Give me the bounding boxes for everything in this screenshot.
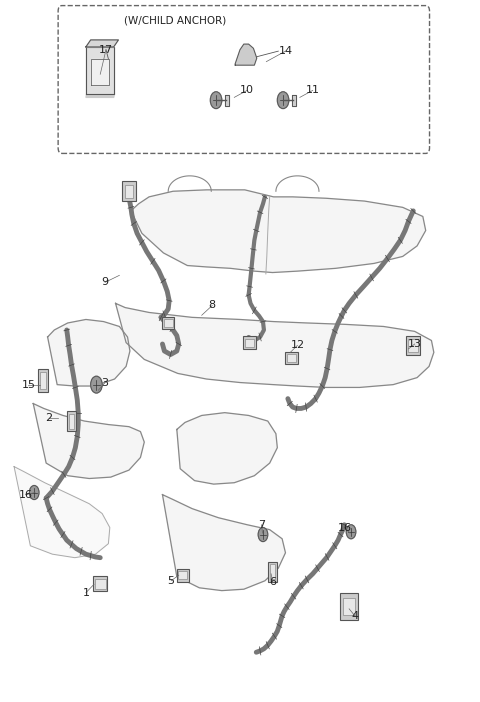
- Polygon shape: [48, 319, 130, 386]
- Bar: [125, 185, 133, 197]
- Polygon shape: [177, 413, 277, 484]
- Text: 11: 11: [306, 86, 320, 95]
- Bar: [406, 336, 420, 355]
- Text: 1: 1: [83, 588, 89, 597]
- Text: (W/CHILD ANCHOR): (W/CHILD ANCHOR): [124, 15, 227, 25]
- Text: 9: 9: [101, 277, 108, 287]
- Polygon shape: [91, 59, 109, 85]
- Bar: [287, 354, 296, 362]
- Polygon shape: [225, 95, 228, 106]
- Polygon shape: [116, 303, 434, 388]
- Bar: [408, 339, 418, 352]
- Text: 16: 16: [19, 489, 33, 500]
- Polygon shape: [33, 404, 144, 479]
- Text: 6: 6: [269, 577, 276, 587]
- Bar: [245, 338, 254, 347]
- Bar: [164, 319, 173, 327]
- Text: 5: 5: [168, 576, 175, 585]
- Circle shape: [91, 376, 102, 393]
- Text: 4: 4: [351, 611, 359, 621]
- Text: 2: 2: [45, 413, 52, 423]
- Text: 17: 17: [99, 45, 113, 55]
- Bar: [67, 411, 76, 431]
- Bar: [178, 571, 187, 579]
- Polygon shape: [86, 40, 119, 47]
- Text: 7: 7: [258, 519, 265, 530]
- Polygon shape: [235, 44, 257, 65]
- Circle shape: [346, 525, 356, 538]
- Bar: [270, 564, 276, 579]
- Bar: [162, 317, 174, 329]
- Polygon shape: [162, 495, 286, 590]
- Bar: [340, 593, 358, 620]
- Bar: [122, 181, 136, 201]
- Bar: [343, 598, 355, 615]
- Circle shape: [29, 486, 39, 500]
- Text: 13: 13: [408, 339, 422, 349]
- Circle shape: [258, 528, 268, 541]
- Circle shape: [277, 92, 289, 109]
- Polygon shape: [131, 190, 426, 272]
- Polygon shape: [86, 47, 114, 94]
- Text: 12: 12: [290, 340, 304, 350]
- Polygon shape: [292, 95, 296, 106]
- Bar: [177, 569, 189, 581]
- Polygon shape: [86, 94, 115, 98]
- Polygon shape: [14, 467, 110, 557]
- Text: 14: 14: [278, 46, 292, 56]
- Text: 16: 16: [337, 522, 351, 533]
- Bar: [38, 369, 48, 392]
- Bar: [40, 372, 46, 389]
- Text: 8: 8: [209, 300, 216, 310]
- Bar: [93, 576, 108, 591]
- Bar: [95, 578, 106, 588]
- Text: 15: 15: [22, 380, 36, 390]
- Bar: [268, 562, 277, 581]
- Bar: [243, 336, 256, 349]
- Text: 3: 3: [102, 378, 108, 388]
- Circle shape: [210, 92, 222, 109]
- Bar: [286, 352, 298, 364]
- Bar: [69, 413, 74, 429]
- Text: 10: 10: [240, 86, 254, 95]
